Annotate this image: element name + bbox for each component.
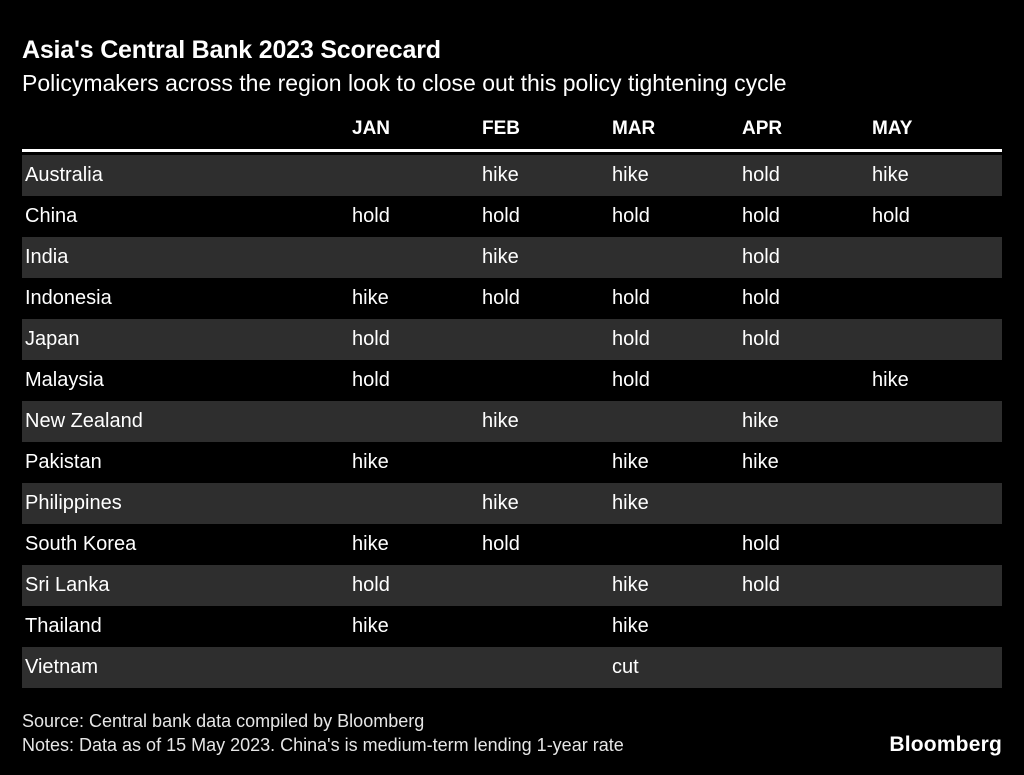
- page-title: Asia's Central Bank 2023 Scorecard: [22, 36, 441, 64]
- policy-cell: hike: [612, 615, 649, 637]
- country-label: Philippines: [25, 492, 122, 514]
- policy-cell: hike: [872, 164, 909, 186]
- country-label: South Korea: [25, 533, 137, 555]
- policy-cell: hold: [612, 328, 650, 350]
- policy-cell: hold: [352, 574, 390, 596]
- month-column-header: JAN: [352, 118, 391, 139]
- table-row: South Korea hike hold hold: [22, 524, 1002, 565]
- policy-cell: hold: [742, 246, 780, 268]
- table-row: China hold hold hold hold hold: [22, 196, 1002, 237]
- policy-cell: hold: [742, 205, 780, 227]
- policy-cell: hike: [612, 574, 649, 596]
- policy-cell: hike: [482, 492, 519, 514]
- policy-cell: hike: [612, 492, 649, 514]
- table-row: Vietnam cut: [22, 647, 1002, 688]
- country-label: Vietnam: [25, 656, 99, 678]
- policy-cell: hold: [352, 205, 390, 227]
- country-label: Indonesia: [25, 287, 112, 309]
- policy-cell: hold: [742, 328, 780, 350]
- policy-cell: hold: [872, 205, 910, 227]
- policy-cell: hike: [482, 164, 519, 186]
- source-text: Source: Central bank data compiled by Bl…: [22, 711, 425, 731]
- policy-cell: cut: [612, 656, 639, 678]
- table-row: Thailand hike hike: [22, 606, 1002, 647]
- table-row: Philippines hike hike: [22, 483, 1002, 524]
- table-row: Indonesia hike hold hold hold: [22, 278, 1002, 319]
- country-label: China: [25, 205, 78, 227]
- country-label: Japan: [25, 328, 80, 350]
- month-column-header: APR: [742, 118, 783, 139]
- policy-cell: hike: [482, 410, 519, 432]
- country-label: Pakistan: [25, 451, 102, 473]
- policy-cell: hold: [612, 287, 650, 309]
- bloomberg-logo: Bloomberg: [889, 732, 1002, 756]
- table-row: Malaysia hold hold hike: [22, 360, 1002, 401]
- policy-cell: hold: [482, 205, 520, 227]
- month-column-header: MAY: [872, 118, 913, 139]
- policy-cell: hike: [352, 287, 389, 309]
- policy-cell: hold: [612, 369, 650, 391]
- table-row: India hike hold: [22, 237, 1002, 278]
- policy-cell: hold: [742, 287, 780, 309]
- footer-text: Source: Central bank data compiled by Bl…: [22, 709, 624, 758]
- country-label: Australia: [25, 164, 103, 186]
- country-label: Sri Lanka: [25, 574, 110, 596]
- policy-cell: hold: [482, 533, 520, 555]
- country-column-header: [22, 118, 352, 140]
- table-row: Pakistan hike hike hike: [22, 442, 1002, 483]
- footer: Source: Central bank data compiled by Bl…: [22, 709, 1002, 758]
- policy-cell: hike: [352, 533, 389, 555]
- country-label: New Zealand: [25, 410, 143, 432]
- month-column-header: MAR: [612, 118, 656, 139]
- notes-text: Notes: Data as of 15 May 2023. China's i…: [22, 735, 624, 756]
- table-header-row: JAN FEB MAR APR MAY: [22, 118, 1002, 152]
- country-label: Thailand: [25, 615, 102, 637]
- policy-cell: hold: [352, 369, 390, 391]
- policy-cell: hike: [352, 451, 389, 473]
- policy-cell: hike: [742, 410, 779, 432]
- policy-cell: hike: [482, 246, 519, 268]
- policy-cell: hike: [612, 451, 649, 473]
- policy-cell: hold: [352, 328, 390, 350]
- policy-cell: hold: [742, 574, 780, 596]
- table-row: New Zealand hike hike: [22, 401, 1002, 442]
- policy-cell: hold: [482, 287, 520, 309]
- table-row: Sri Lanka hold hike hold: [22, 565, 1002, 606]
- table-row: Japan hold hold hold: [22, 319, 1002, 360]
- page-subtitle: Policymakers across the region look to c…: [22, 70, 787, 96]
- country-label: India: [25, 246, 69, 268]
- policy-cell: hike: [352, 615, 389, 637]
- policy-cell: hold: [612, 205, 650, 227]
- table-row: Australia hike hike hold hike: [22, 155, 1002, 196]
- month-column-header: FEB: [482, 118, 520, 139]
- policy-cell: hold: [742, 164, 780, 186]
- policy-cell: hike: [872, 369, 909, 391]
- country-label: Malaysia: [25, 369, 104, 391]
- policy-cell: hike: [742, 451, 779, 473]
- policy-cell: hold: [742, 533, 780, 555]
- policy-cell: hike: [612, 164, 649, 186]
- table-body: Australia hike hike hold hike China hold hold ho…: [22, 152, 1002, 688]
